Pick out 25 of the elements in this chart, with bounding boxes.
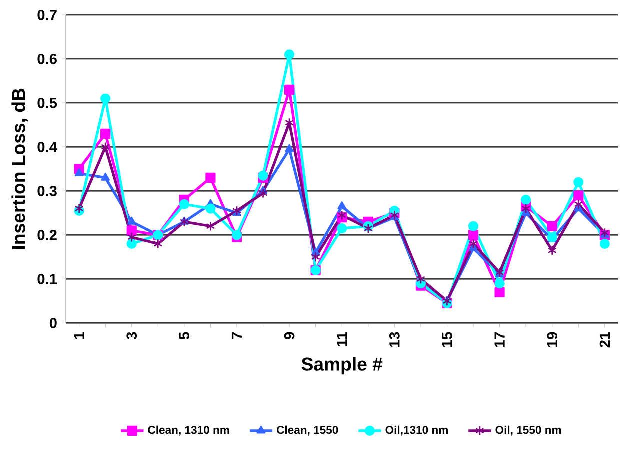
x-tick-label: 19: [547, 332, 558, 348]
y-tick-label: 0.6: [38, 54, 57, 64]
x-tick-label: 7: [232, 332, 242, 340]
x-axis-title: Sample #: [302, 357, 383, 375]
y-tick-label: 0.5: [38, 98, 58, 108]
x-tick-label: 5: [179, 332, 190, 340]
x-tick-label: 13: [390, 332, 400, 348]
x-tick-label: 15: [442, 332, 452, 348]
legend-label: Clean, 1550: [277, 426, 338, 436]
x-tick-label: 11: [337, 332, 348, 346]
y-tick-label: 0.3: [38, 186, 57, 196]
x-tick-label: 9: [284, 332, 295, 340]
y-tick-label: 0.7: [38, 10, 57, 20]
x-tick-label: 3: [126, 332, 138, 340]
y-tick-label: 0: [50, 318, 57, 328]
legend-label: Clean, 1310 nm: [148, 426, 230, 436]
y-tick-label: 0.4: [38, 142, 58, 152]
x-tick-label: 17: [494, 332, 505, 348]
y-tick-label: 0.2: [38, 230, 57, 240]
legend-label: Oil, 1550 nm: [496, 426, 562, 436]
x-tick-label: 21: [600, 332, 610, 348]
legend-label: Oil,1310 nm: [386, 426, 448, 436]
y-tick-label: 0.1: [38, 274, 58, 284]
y-axis-title: Insertion Loss, dB: [12, 88, 28, 250]
x-tick-label: 1: [74, 332, 84, 340]
